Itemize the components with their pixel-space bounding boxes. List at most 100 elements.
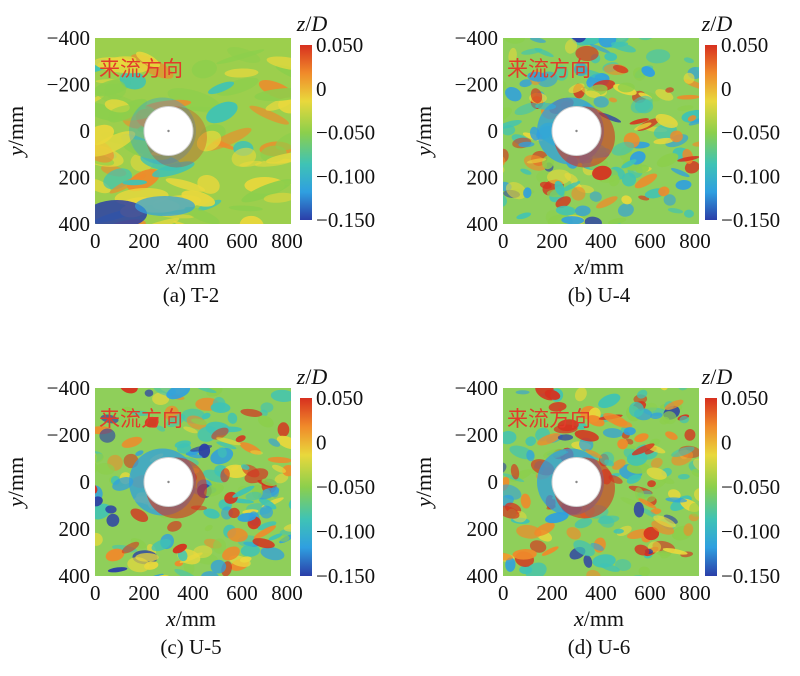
bedform-patch [227, 412, 238, 424]
bedform-patch [204, 524, 213, 532]
bedform-patch [598, 393, 621, 409]
bedform-patch [130, 410, 150, 416]
bedform-patch [539, 181, 552, 189]
colorbar [300, 45, 312, 220]
bedform-patch [692, 141, 699, 147]
bedform-patch [650, 457, 663, 469]
bedform-patch [557, 434, 574, 441]
bedform-patch [222, 546, 240, 561]
bedform-patch [95, 453, 104, 463]
bedform-patch [270, 389, 291, 402]
bedform-patch [527, 71, 548, 82]
bedform-patch [634, 433, 649, 443]
x-tick-label: 200 [128, 229, 160, 253]
y-tick-label: 400 [59, 564, 91, 588]
bedform-patch [503, 120, 522, 129]
bedform-patch [602, 428, 623, 438]
bedform-patch [571, 186, 586, 201]
bedform-patch [643, 526, 660, 541]
bedform-patch [120, 406, 135, 419]
bedform-patch [239, 215, 264, 224]
colorbar-tick-label: −0.050 [316, 475, 375, 499]
y-tick-label: 200 [467, 517, 499, 541]
x-axis-label: x/mm [573, 254, 624, 279]
bedform-patch [122, 179, 148, 186]
bedform-patch [603, 412, 628, 427]
y-tick-label: 400 [467, 212, 499, 236]
bedform-patch [635, 164, 649, 174]
bedform-patch [574, 388, 587, 402]
bedform-patch [671, 446, 695, 457]
colorbar-title: z/D [701, 11, 733, 36]
colorbar-tick-label: −0.150 [316, 564, 375, 588]
colorbar-tick-label: −0.050 [316, 121, 375, 145]
bedform-patch [224, 68, 259, 78]
bedform-patch [200, 571, 220, 576]
y-tick-label: −200 [455, 73, 498, 97]
bedform-patch [274, 473, 289, 484]
bedform-patch [239, 556, 252, 563]
bedform-patch [191, 59, 217, 79]
bedform-patch [210, 402, 231, 413]
bedform-patch [679, 415, 690, 424]
y-tick-label: 0 [488, 470, 499, 494]
bedform-patch [617, 203, 634, 217]
bedform-patch [560, 181, 581, 193]
bedform-patch [613, 528, 624, 534]
bedform-patch [621, 172, 637, 187]
bedform-patch [653, 137, 674, 145]
bedform-patch [503, 505, 520, 519]
x-tick-label: 200 [536, 229, 568, 253]
bedform-patch [503, 430, 517, 445]
bedform-patch [144, 561, 159, 570]
bedform-patch [665, 228, 674, 236]
bedform-patch [638, 498, 657, 509]
bedform-patch [612, 64, 629, 74]
bedform-patch [574, 517, 593, 529]
x-tick-label: 800 [271, 229, 303, 253]
bedform-patch [151, 539, 172, 552]
flow-direction-annotation: 来流方向 [507, 57, 591, 81]
bedform-patch [615, 559, 632, 571]
colorbar-title: z/D [296, 364, 328, 389]
bedform-patch [220, 468, 230, 483]
bedform-patch [545, 210, 558, 224]
y-tick-label: −400 [47, 26, 90, 50]
bedform-patch [187, 453, 203, 459]
bedform-patch [691, 468, 699, 477]
bedform-patch [277, 422, 290, 437]
bedform-patch [216, 441, 237, 450]
bedform-patch [639, 507, 659, 519]
bedform-patch [647, 480, 656, 488]
bedform-patch [663, 514, 678, 524]
y-tick-label: −400 [455, 26, 498, 50]
x-tick-label: 800 [271, 581, 303, 605]
bedform-patch [166, 413, 186, 428]
bedform-patch [544, 389, 561, 400]
bedform-patch [573, 540, 595, 557]
bedform-patch [650, 412, 663, 419]
bedform-patch [240, 408, 263, 417]
y-tick-label: −200 [455, 423, 498, 447]
bedform-patch [608, 97, 618, 103]
colorbar-tick-label: 0.050 [721, 386, 768, 410]
pier-center-marker [575, 480, 578, 484]
bedform-patch [683, 72, 695, 84]
bedform-patch [574, 205, 591, 217]
colorbar-tick-label: 0 [721, 431, 732, 455]
bedform-patch [260, 546, 285, 561]
bedform-patch [677, 473, 690, 480]
bedform-patch [228, 205, 263, 212]
bedform-patch [167, 520, 182, 532]
y-tick-label: 0 [488, 119, 499, 143]
bedform-patch [105, 548, 125, 562]
bedform-patch [650, 479, 666, 490]
bedform-patch [240, 544, 260, 557]
bedform-patch [227, 47, 261, 63]
y-axis-label: y/mm [3, 457, 28, 509]
bedform-patch [183, 426, 198, 434]
bedform-patch [232, 485, 255, 498]
bedform-patch [266, 151, 291, 164]
y-axis-label: y/mm [411, 457, 436, 509]
